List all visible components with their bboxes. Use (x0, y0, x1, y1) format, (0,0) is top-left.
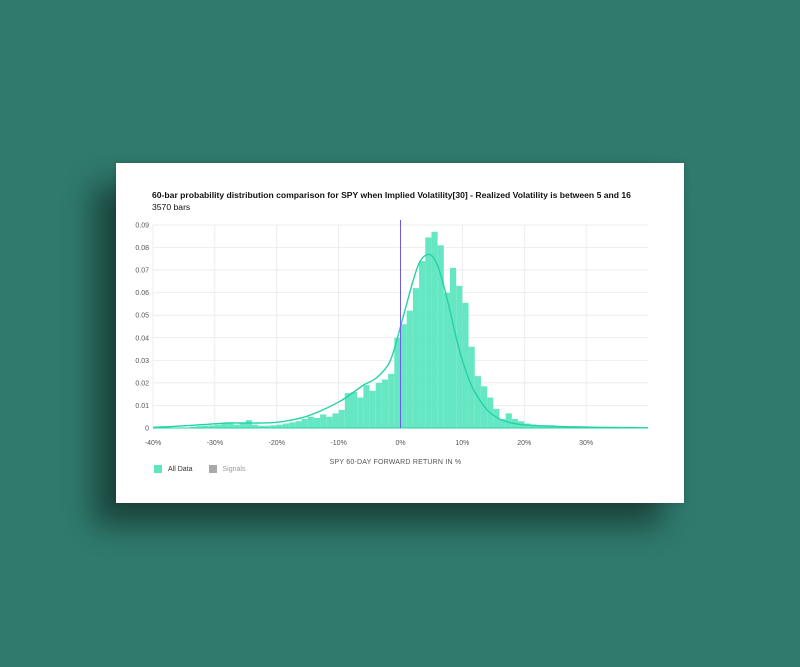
histogram-bar (202, 425, 209, 428)
histogram-bar (456, 285, 463, 428)
y-tick-label: 0.05 (135, 313, 149, 320)
legend-swatch-all-data[interactable] (154, 465, 162, 473)
histogram-bar (357, 397, 364, 428)
histogram-bar (196, 426, 203, 428)
histogram-bar (431, 231, 438, 428)
y-tick-label: 0.06 (135, 290, 149, 297)
histogram-bar (332, 413, 339, 428)
y-tick-label: 0.03 (135, 358, 149, 365)
histogram-bar (307, 416, 314, 428)
legend-label-all-data[interactable]: All Data (168, 465, 193, 473)
histogram-bar (351, 391, 358, 428)
x-axis-label: SPY 60-DAY FORWARD RETURN IN % (330, 459, 462, 466)
chart-card: 60-bar probability distribution comparis… (116, 163, 684, 503)
bars-layer (190, 231, 636, 428)
y-tick-label: 0.01 (135, 403, 149, 410)
chart-legend: All Data Signals (154, 465, 245, 473)
histogram-bar (344, 393, 351, 428)
histogram-bar (412, 288, 420, 428)
histogram-bar (425, 237, 432, 428)
histogram-bar (258, 425, 265, 428)
histogram-bar (450, 267, 457, 428)
histogram-bar (363, 385, 370, 428)
histogram-bar (338, 409, 345, 428)
x-tick-label: 10% (455, 440, 469, 447)
histogram-bar (400, 324, 407, 428)
histogram-bar (320, 414, 327, 428)
histogram-bar (474, 376, 481, 428)
histogram-bar (289, 422, 296, 428)
chart-title: 60-bar probability distribution comparis… (152, 190, 631, 200)
histogram-bar (239, 423, 246, 428)
histogram-bar (561, 426, 568, 428)
histogram-bar (530, 424, 537, 428)
histogram-bar (252, 424, 259, 428)
histogram-bar (326, 416, 333, 428)
histogram-bar (282, 423, 290, 428)
y-tick-label: 0.08 (135, 245, 149, 252)
histogram-bar (505, 413, 512, 428)
x-tick-label: -20% (269, 440, 285, 447)
histogram-bar (208, 425, 215, 428)
histogram-bar (462, 302, 469, 428)
histogram-bar (214, 424, 222, 428)
kde-layer (152, 253, 649, 429)
x-tick-label: -40% (145, 440, 161, 447)
y-tick-label: 0.02 (135, 380, 149, 387)
y-tick-label: 0.07 (135, 268, 149, 275)
legend-swatch-signals[interactable] (208, 465, 217, 473)
histogram-bar (419, 261, 426, 428)
legend-label-signals[interactable]: Signals (222, 465, 246, 473)
histogram-bar (406, 310, 413, 428)
histogram-bar (493, 408, 500, 428)
histogram-bar (313, 417, 321, 428)
y-tick-label: 0.09 (135, 223, 149, 230)
histogram-bar (388, 373, 395, 428)
x-tick-label: -10% (330, 440, 346, 447)
histogram-bar (264, 425, 271, 428)
y-tick-label: 0.04 (135, 335, 149, 342)
histogram-bar (233, 424, 240, 428)
x-tick-label: 30% (579, 440, 593, 447)
x-tick-label: 20% (517, 440, 531, 447)
histogram-bar (301, 418, 308, 428)
histogram-bar (394, 337, 401, 428)
histogram-bar (276, 424, 283, 428)
histogram-bar (536, 425, 543, 428)
histogram-bar (375, 382, 382, 428)
histogram-bar (295, 421, 302, 428)
distribution-chart: 0 0.01 0.02 0.03 0.04 0.05 0.06 0.07 0.08 0.09 -40… (135, 220, 649, 466)
histogram-bar (270, 425, 277, 428)
histogram-bar (221, 423, 228, 428)
chart-subtitle: 3570 bars (152, 202, 191, 212)
histogram-bar (227, 422, 234, 428)
histogram-bar (499, 418, 506, 428)
histogram-bar (443, 292, 450, 428)
y-tick-label: 0 (145, 426, 149, 433)
histogram-bar (369, 390, 376, 428)
histogram-bar (437, 245, 444, 428)
axis-layer: 0 0.01 0.02 0.03 0.04 0.05 0.06 0.07 0.08 0.09 -40… (135, 220, 648, 466)
kde-curve (152, 253, 649, 429)
histogram-bar (245, 420, 252, 428)
x-tick-label: 0% (395, 440, 405, 447)
histogram-bar (190, 426, 197, 428)
x-tick-label: -30% (207, 440, 223, 447)
histogram-bar (381, 379, 389, 428)
